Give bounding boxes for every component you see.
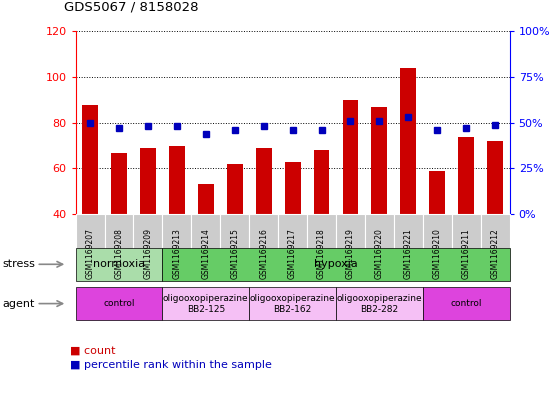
Text: GSM1169207: GSM1169207 (86, 228, 95, 279)
Text: GSM1169208: GSM1169208 (114, 228, 124, 279)
Text: GSM1169211: GSM1169211 (461, 228, 471, 279)
Text: GSM1169219: GSM1169219 (346, 228, 355, 279)
Text: GSM1169217: GSM1169217 (288, 228, 297, 279)
Text: GSM1169212: GSM1169212 (491, 228, 500, 279)
Text: hypoxia: hypoxia (314, 259, 358, 269)
Bar (430, 171, 445, 214)
Text: oligooxopiperazine
BB2-162: oligooxopiperazine BB2-162 (250, 294, 335, 314)
Text: agent: agent (3, 299, 35, 309)
Text: oligooxopiperazine
BB2-125: oligooxopiperazine BB2-125 (163, 294, 249, 314)
Text: GSM1169210: GSM1169210 (433, 228, 442, 279)
Bar (343, 100, 358, 214)
Text: GSM1169220: GSM1169220 (375, 228, 384, 279)
Text: GSM1169209: GSM1169209 (143, 228, 152, 279)
Bar (140, 148, 156, 214)
Bar (82, 105, 98, 214)
Text: control: control (103, 299, 135, 308)
Text: normoxia: normoxia (93, 259, 145, 269)
Bar (458, 136, 474, 214)
Bar (256, 148, 272, 214)
Bar (198, 184, 214, 214)
Text: stress: stress (3, 259, 36, 269)
Bar (487, 141, 503, 214)
Text: GSM1169213: GSM1169213 (172, 228, 181, 279)
Text: GSM1169215: GSM1169215 (230, 228, 239, 279)
Bar (169, 146, 185, 214)
Text: control: control (450, 299, 482, 308)
Bar (371, 107, 388, 214)
Text: GSM1169218: GSM1169218 (317, 228, 326, 279)
Text: GDS5067 / 8158028: GDS5067 / 8158028 (64, 1, 199, 14)
Bar (111, 152, 127, 214)
Bar (400, 68, 416, 214)
Text: GSM1169214: GSM1169214 (201, 228, 211, 279)
Text: oligooxopiperazine
BB2-282: oligooxopiperazine BB2-282 (337, 294, 422, 314)
Bar (314, 150, 329, 214)
Text: ■ percentile rank within the sample: ■ percentile rank within the sample (70, 360, 272, 371)
Text: ■ count: ■ count (70, 345, 115, 356)
Text: GSM1169221: GSM1169221 (404, 228, 413, 279)
Bar (227, 164, 242, 214)
Text: GSM1169216: GSM1169216 (259, 228, 268, 279)
Bar (284, 162, 301, 214)
